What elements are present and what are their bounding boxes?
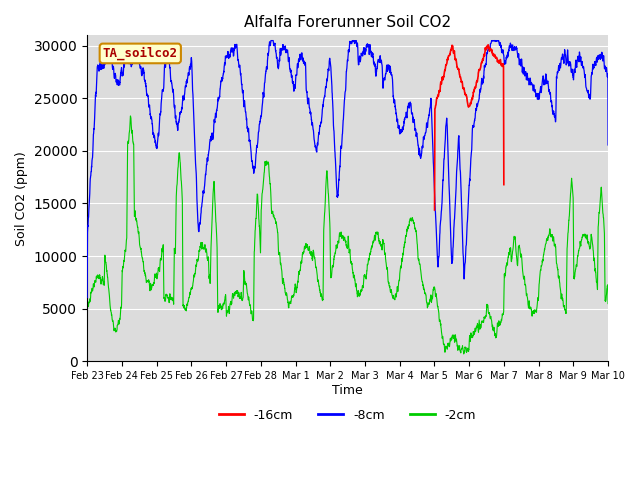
Text: TA_soilco2: TA_soilco2 bbox=[103, 47, 178, 60]
X-axis label: Time: Time bbox=[332, 384, 363, 396]
Title: Alfalfa Forerunner Soil CO2: Alfalfa Forerunner Soil CO2 bbox=[244, 15, 451, 30]
Y-axis label: Soil CO2 (ppm): Soil CO2 (ppm) bbox=[15, 151, 28, 246]
Legend: -16cm, -8cm, -2cm: -16cm, -8cm, -2cm bbox=[214, 404, 481, 427]
